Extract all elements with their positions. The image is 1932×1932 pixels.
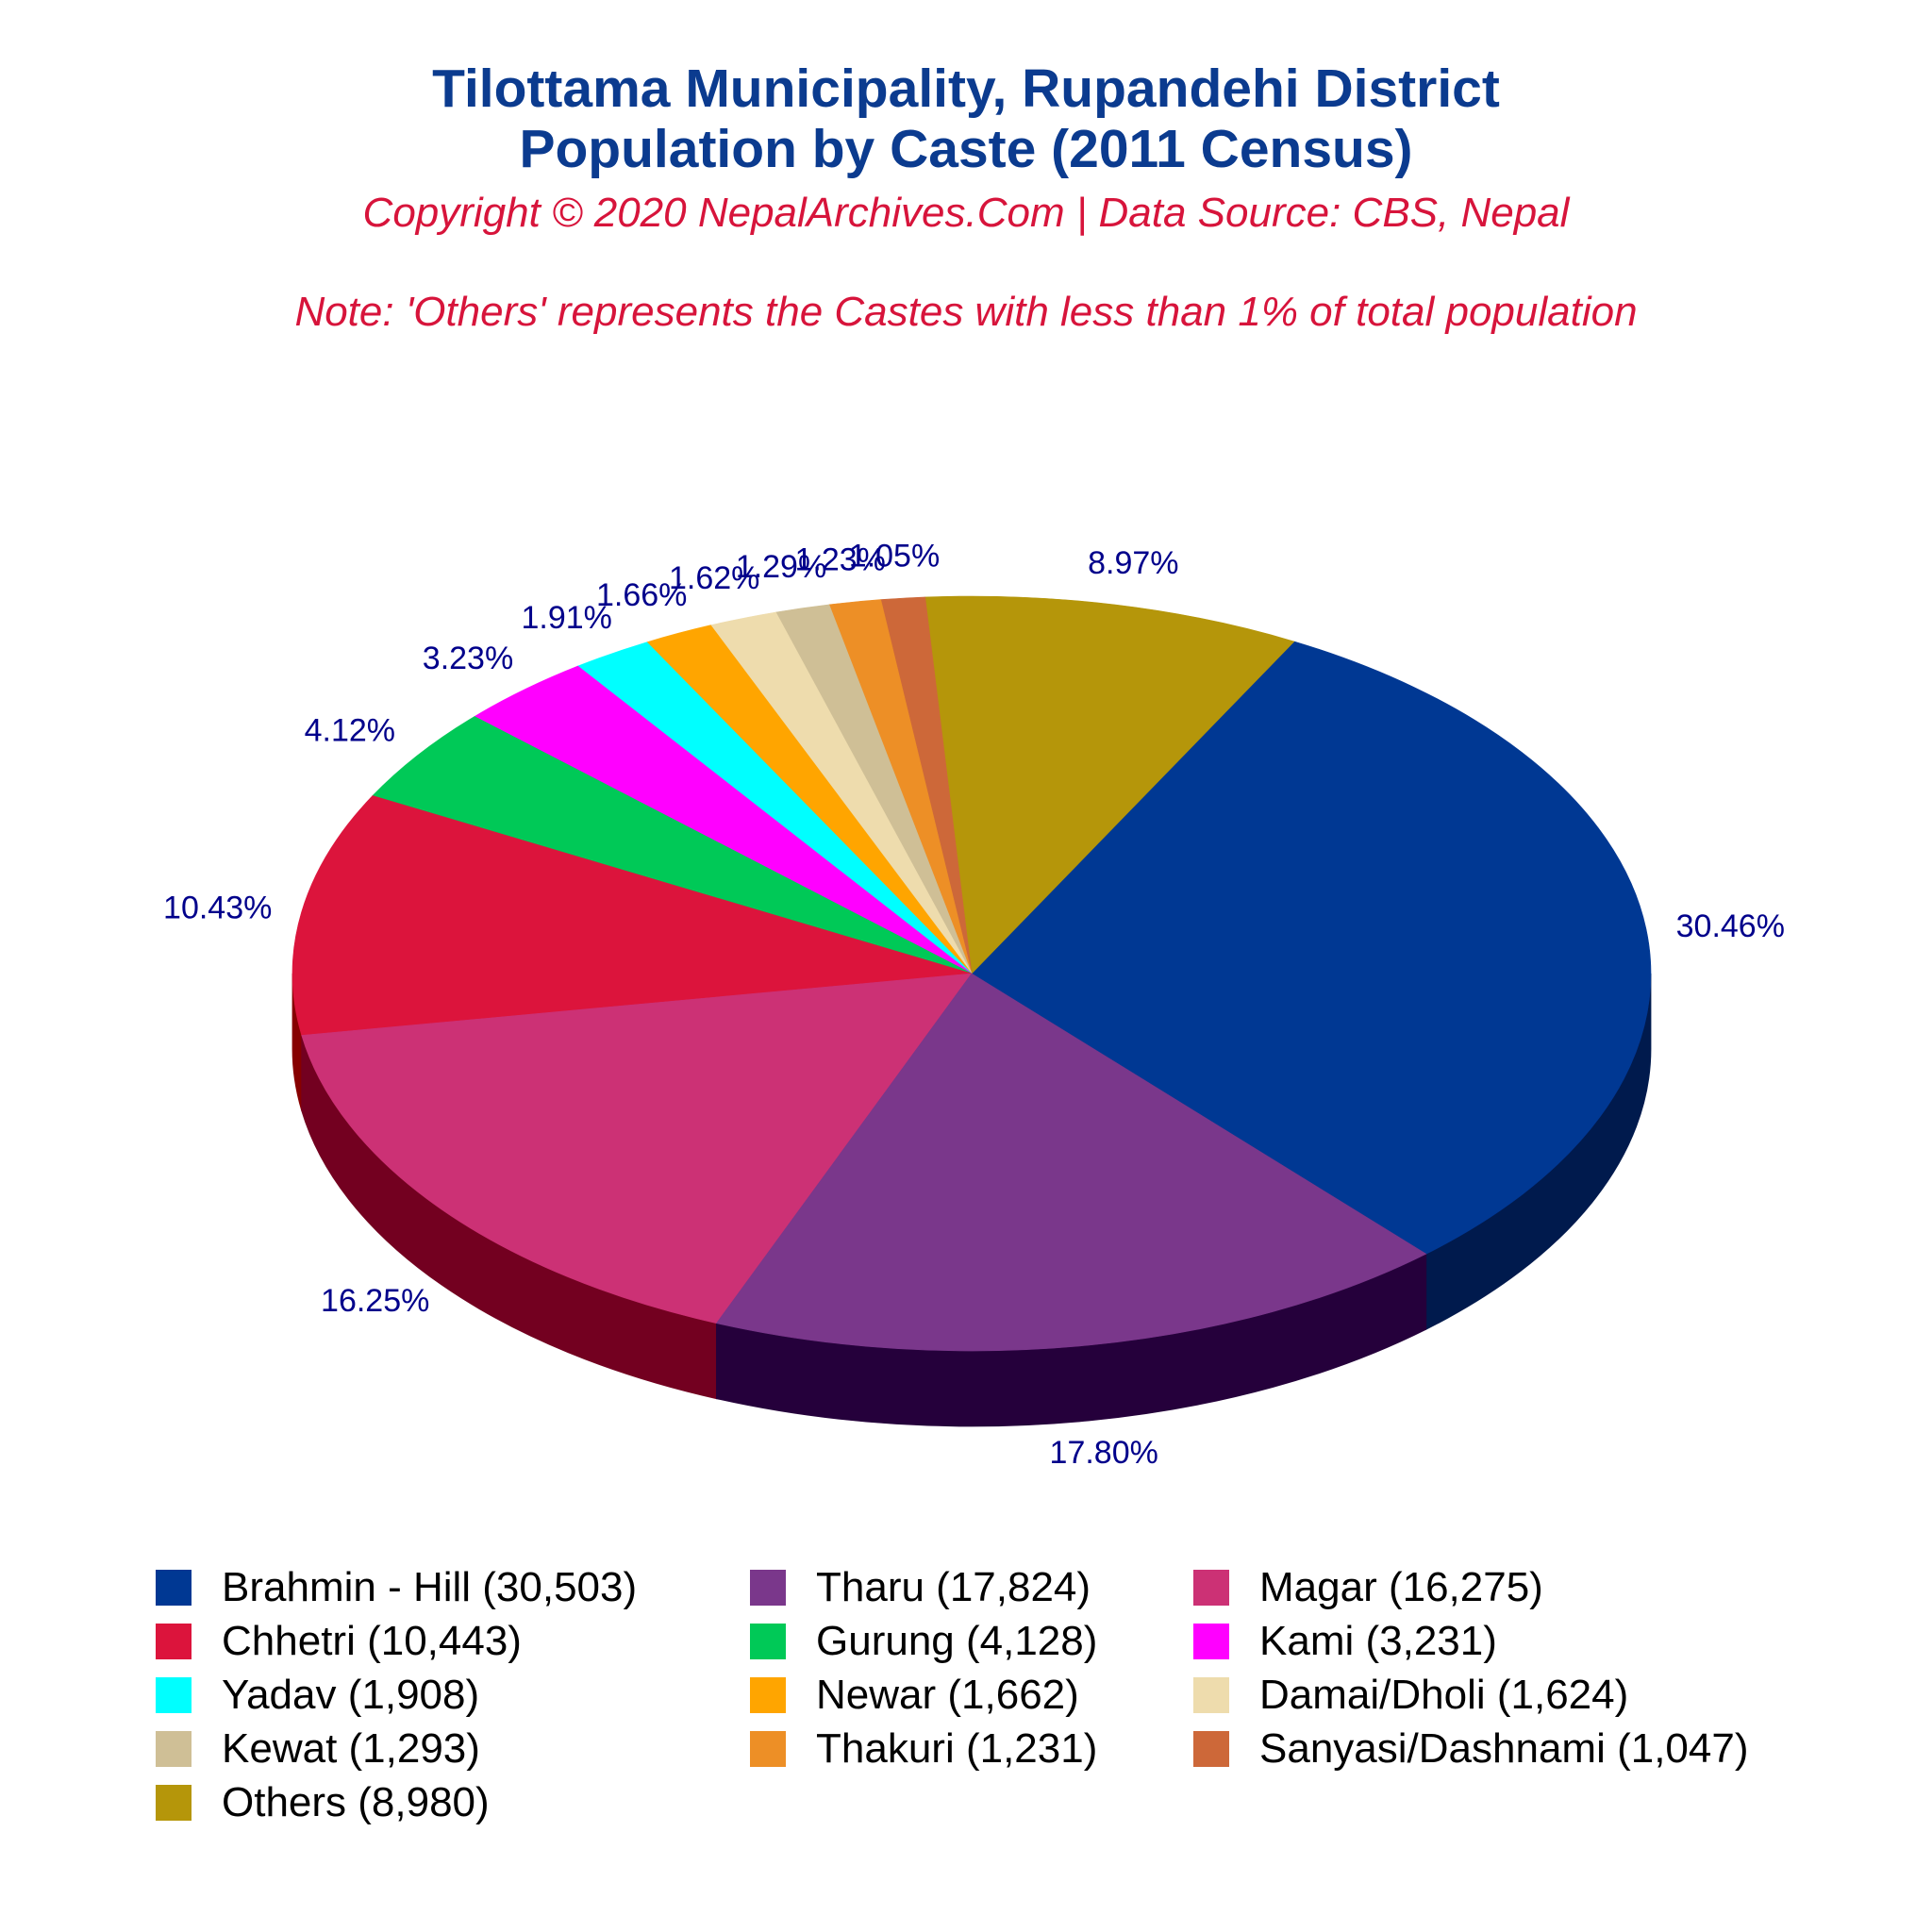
chart-title-line-2: Population by Caste (2011 Census): [519, 119, 1413, 179]
legend-label-kewat: Kewat (1,293): [222, 1724, 480, 1772]
note-text: Note: 'Others' represents the Castes wit…: [294, 289, 1638, 335]
chart-title-block: Tilottama Municipality, Rupandehi Distri…: [0, 58, 1932, 238]
legend-row: Chhetri (10,443) Gurung (4,128) Kami (3,23…: [156, 1614, 1854, 1668]
pie-slice-chhetri: [291, 795, 973, 1036]
legend-swatch-damai-dholi: [1193, 1676, 1229, 1713]
pct-label-tharu: 17.80%: [1050, 1435, 1158, 1471]
legend-swatch-brahmin-hill: [156, 1569, 192, 1606]
legend-item-newar: Newar (1,662): [750, 1668, 1079, 1722]
legend-label-chhetri: Chhetri (10,443): [222, 1617, 522, 1664]
legend-swatch-magar: [1193, 1569, 1229, 1606]
legend-item-chhetri: Chhetri (10,443): [156, 1614, 522, 1668]
legend-label-sanyasi-dashnami: Sanyasi/Dashnami (1,047): [1259, 1724, 1749, 1772]
legend-label-others: Others (8,980): [222, 1778, 490, 1825]
pie-slice-gurung: [372, 716, 973, 974]
legend: Brahmin - Hill (30,503) Tharu (17,824) Mag…: [156, 1560, 1854, 1829]
legend-item-gurung: Gurung (4,128): [750, 1614, 1097, 1668]
legend-item-others: Others (8,980): [156, 1775, 490, 1829]
pct-label-yadav: 1.91%: [521, 600, 611, 636]
pct-label-sanyasi-dashnami: 1.05%: [849, 538, 940, 574]
legend-swatch-newar: [750, 1676, 786, 1713]
legend-label-kami: Kami (3,231): [1259, 1617, 1497, 1664]
legend-label-damai-dholi: Damai/Dholi (1,624): [1259, 1671, 1629, 1718]
legend-item-damai-dholi: Damai/Dholi (1,624): [1193, 1668, 1628, 1722]
legend-row: Kewat (1,293) Thakuri (1,231) Sanyasi/Dash…: [156, 1722, 1854, 1775]
legend-swatch-kami: [1193, 1623, 1229, 1659]
pie-slices: [291, 595, 1652, 1352]
pie-slice-others: [924, 595, 1295, 974]
legend-label-thakuri: Thakuri (1,231): [816, 1724, 1098, 1772]
pct-label-newar: 1.66%: [596, 577, 687, 613]
legend-swatch-gurung: [750, 1623, 786, 1659]
pie-sides: [291, 973, 1652, 1427]
legend-swatch-yadav: [156, 1676, 192, 1713]
pie-slice-tharu: [715, 973, 1427, 1352]
copyright-text: Copyright © 2020 NepalArchives.Com | Dat…: [362, 190, 1570, 236]
pct-label-magar: 16.25%: [321, 1283, 429, 1319]
legend-item-sanyasi-dashnami: Sanyasi/Dashnami (1,047): [1193, 1722, 1748, 1775]
legend-swatch-thakuri: [750, 1730, 786, 1767]
legend-label-gurung: Gurung (4,128): [816, 1617, 1098, 1664]
legend-label-newar: Newar (1,662): [816, 1671, 1079, 1718]
pie-chart: 30.46% 8.97% 1.05%1.23%1.29%1.62%1.66%1.91…: [163, 538, 1785, 1471]
legend-row: Brahmin - Hill (30,503) Tharu (17,824) Mag…: [156, 1560, 1854, 1614]
legend-label-magar: Magar (16,275): [1259, 1563, 1543, 1610]
pct-label-gurung: 4.12%: [305, 713, 395, 749]
pct-label-damai-dholi: 1.62%: [669, 560, 759, 596]
pie-labels: 30.46% 8.97% 1.05%1.23%1.29%1.62%1.66%1.91…: [163, 538, 1785, 1471]
legend-row: Others (8,980): [156, 1775, 1854, 1829]
legend-item-thakuri: Thakuri (1,231): [750, 1722, 1097, 1775]
legend-swatch-kewat: [156, 1730, 192, 1767]
legend-item-brahmin-hill: Brahmin - Hill (30,503): [156, 1560, 637, 1614]
pct-label-thakuri: 1.23%: [794, 542, 885, 578]
legend-swatch-chhetri: [156, 1623, 192, 1659]
legend-swatch-sanyasi-dashnami: [1193, 1730, 1229, 1767]
legend-item-tharu: Tharu (17,824): [750, 1560, 1091, 1614]
legend-swatch-others: [156, 1784, 192, 1821]
pct-label-others: 8.97%: [1088, 545, 1178, 581]
pie-slice-magar: [301, 973, 973, 1324]
pct-label-kami: 3.23%: [423, 641, 513, 676]
legend-swatch-tharu: [750, 1569, 786, 1606]
legend-label-brahmin-hill: Brahmin - Hill (30,503): [222, 1563, 638, 1610]
legend-item-kewat: Kewat (1,293): [156, 1722, 480, 1775]
legend-item-yadav: Yadav (1,908): [156, 1668, 479, 1722]
pct-label-kewat: 1.29%: [736, 549, 826, 585]
legend-row: Yadav (1,908) Newar (1,662) Damai/Dholi (1…: [156, 1668, 1854, 1722]
legend-label-yadav: Yadav (1,908): [222, 1671, 480, 1718]
pie-slice-brahmin-hill: [971, 641, 1652, 1255]
legend-item-magar: Magar (16,275): [1193, 1560, 1543, 1614]
legend-label-tharu: Tharu (17,824): [816, 1563, 1091, 1610]
pct-label-brahmin-hill: 30.46%: [1676, 908, 1785, 944]
legend-item-kami: Kami (3,231): [1193, 1614, 1497, 1668]
pct-label-chhetri: 10.43%: [163, 890, 272, 925]
chart-title-line-1: Tilottama Municipality, Rupandehi Distri…: [432, 58, 1500, 119]
